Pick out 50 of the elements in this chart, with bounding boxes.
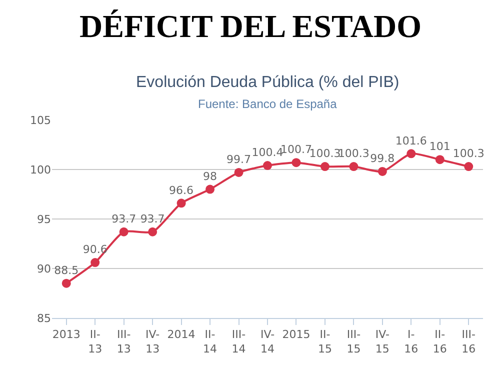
point [148,227,158,236]
point [320,162,330,172]
point [234,168,244,177]
chart-title: DÉFICIT DEL ESTADO [79,8,422,44]
point [206,184,215,194]
data-label: 93.7 [112,212,136,226]
x-tick-label: IV-13 [146,328,160,356]
x-tick-label: III-14 [232,328,246,356]
x-tick-label: III-16 [462,328,476,356]
x-tick-label: III-15 [346,328,361,356]
point [406,149,416,158]
point [90,258,100,268]
x-tick-label: 2015 [282,328,310,342]
point [62,278,71,288]
x-tick-label: II-16 [432,328,447,356]
data-label: 101 [429,140,450,154]
x-tick-label: III-13 [116,328,131,356]
point [435,155,444,164]
y-tick-label: 85 [37,312,51,325]
x-tick-label: I-16 [404,328,418,356]
y-tick-label: 100 [30,163,51,176]
data-label: 100.3 [452,147,484,160]
data-label: 88.5 [54,264,79,277]
source-note: Fuente: Banco de España [198,97,338,111]
x-tick-label: II-14 [203,328,218,356]
data-label: 100.4 [252,146,284,160]
x-tick-label: II-15 [318,328,332,356]
data-label: 98 [203,170,218,183]
y-tick-label: 105 [30,114,51,127]
point [263,161,272,170]
data-label: 96.6 [169,184,194,197]
point [349,162,358,172]
data-label: 90.6 [82,243,108,256]
y-tick-label: 90 [37,262,51,276]
point [119,227,128,236]
point [176,198,186,208]
point [464,162,474,172]
chart-subtitle: Evolución Deuda Pública (% del PIB) [136,74,400,91]
data-label: 93.7 [140,212,165,226]
data-label: 101.6 [395,134,427,148]
x-tick-label: IV-15 [375,328,390,356]
data-label: 99.8 [370,152,395,166]
point [378,166,387,176]
data-label: 99.7 [226,153,252,166]
x-tick-label: 2014 [167,328,196,342]
x-tick-label: IV-14 [260,328,275,356]
x-tick-label: 2013 [52,328,80,342]
y-tick-label: 95 [37,212,51,226]
x-tick-label: II-13 [88,328,102,356]
point [292,158,301,168]
